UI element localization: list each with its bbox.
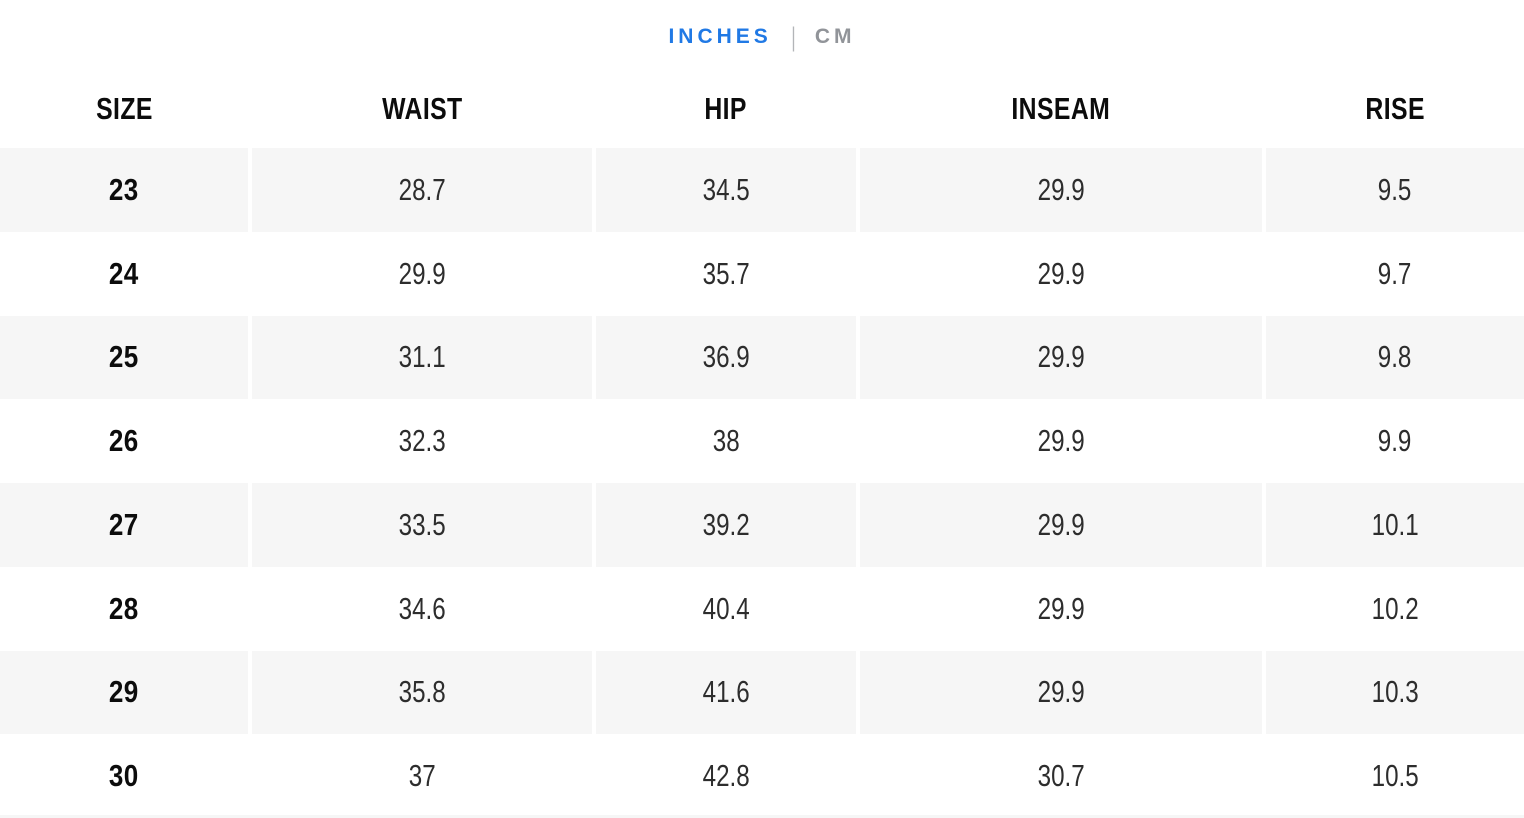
unit-toggle-cm[interactable]: CM <box>814 25 856 48</box>
waist-cell: 35.8 <box>252 650 592 735</box>
waist-cell: 32.3 <box>252 399 592 483</box>
inseam-cell: 29.9 <box>860 231 1262 316</box>
table-row: 26 32.3 38 29.9 9.9 <box>0 399 1524 483</box>
inseam-cell: 29.9 <box>860 483 1262 567</box>
rise-cell: 9.8 <box>1266 315 1524 400</box>
unit-toggle-divider: | <box>791 21 796 52</box>
column-header-rise: RISE <box>1365 91 1425 126</box>
rise-cell: 9.9 <box>1266 399 1524 483</box>
waist-cell: 29.9 <box>252 231 592 316</box>
size-cell: 23 <box>0 148 248 232</box>
next-row-peek-stripe <box>0 815 1524 818</box>
hip-cell: 36.9 <box>596 315 856 400</box>
rise-cell: 10.5 <box>1266 734 1524 818</box>
hip-cell: 35.7 <box>596 231 856 316</box>
table-row: 27 33.5 39.2 29.9 10.1 <box>0 483 1524 567</box>
hip-cell: 42.8 <box>596 734 856 818</box>
rise-cell: 9.5 <box>1266 148 1524 232</box>
size-cell: 24 <box>0 231 248 316</box>
inseam-cell: 29.9 <box>860 650 1262 735</box>
size-cell: 27 <box>0 483 248 567</box>
size-cell: 25 <box>0 315 248 400</box>
column-header-waist: WAIST <box>381 91 463 126</box>
waist-cell: 31.1 <box>252 315 592 400</box>
rise-cell: 9.7 <box>1266 231 1524 316</box>
rise-cell: 10.1 <box>1266 483 1524 567</box>
rise-cell: 10.3 <box>1266 650 1524 735</box>
waist-cell: 28.7 <box>252 148 592 232</box>
table-row: 24 29.9 35.7 29.9 9.7 <box>0 231 1524 316</box>
table-row: 25 31.1 36.9 29.9 9.8 <box>0 315 1524 400</box>
column-header-hip: HIP <box>704 91 748 126</box>
inseam-cell: 29.9 <box>860 399 1262 483</box>
inseam-cell: 29.9 <box>860 315 1262 400</box>
table-row: 30 37 42.8 30.7 10.5 <box>0 734 1524 818</box>
waist-cell: 37 <box>252 734 592 818</box>
size-cell: 28 <box>0 566 248 651</box>
hip-cell: 40.4 <box>596 566 856 651</box>
inseam-cell: 30.7 <box>860 734 1262 818</box>
size-cell: 29 <box>0 650 248 735</box>
unit-toggle: INCHES | CM <box>0 0 1524 70</box>
waist-cell: 33.5 <box>252 483 592 567</box>
inseam-cell: 29.9 <box>860 148 1262 232</box>
hip-cell: 41.6 <box>596 650 856 735</box>
table-row: 28 34.6 40.4 29.9 10.2 <box>0 566 1524 651</box>
size-cell: 30 <box>0 734 248 818</box>
hip-cell: 39.2 <box>596 483 856 567</box>
table-row: 29 35.8 41.6 29.9 10.3 <box>0 650 1524 735</box>
rise-cell: 10.2 <box>1266 566 1524 651</box>
unit-toggle-inches[interactable]: INCHES <box>668 25 772 48</box>
inseam-cell: 29.9 <box>860 566 1262 651</box>
hip-cell: 34.5 <box>596 148 856 232</box>
hip-cell: 38 <box>596 399 856 483</box>
table-header-row: SIZE WAIST HIP INSEAM RISE <box>0 70 1524 148</box>
size-cell: 26 <box>0 399 248 483</box>
table-row: 23 28.7 34.5 29.9 9.5 <box>0 148 1524 232</box>
column-header-inseam: INSEAM <box>1011 91 1111 126</box>
column-header-size: SIZE <box>95 91 153 126</box>
waist-cell: 34.6 <box>252 566 592 651</box>
